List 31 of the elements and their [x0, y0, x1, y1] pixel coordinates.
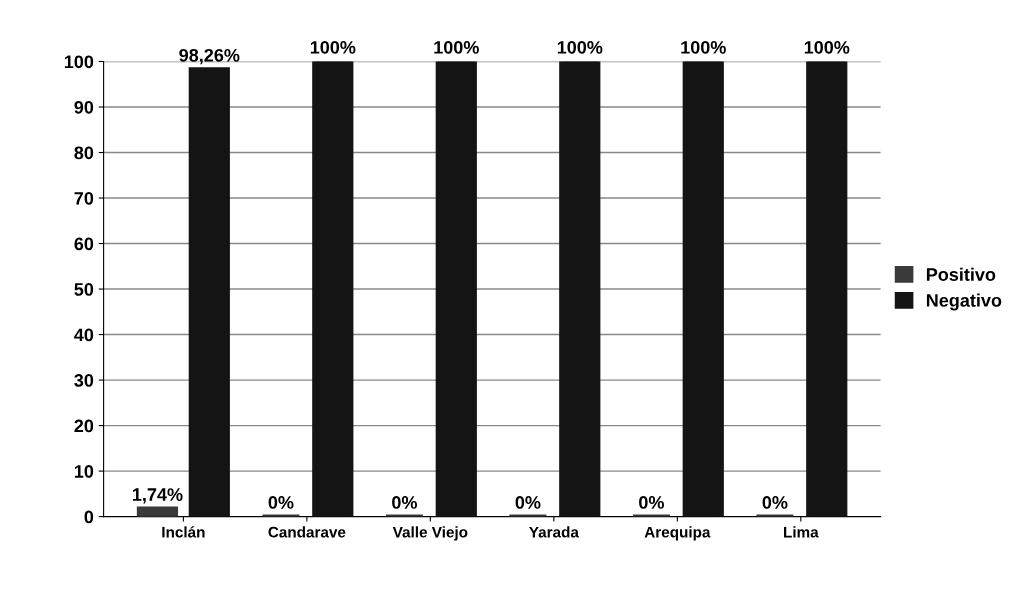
x-tick-label: Inclán: [162, 526, 205, 538]
x-tick-label: Arequipa: [644, 526, 711, 541]
x-tick-label: Yarada: [529, 526, 579, 538]
data-label: 100%: [557, 40, 603, 54]
data-label: 0%: [515, 496, 541, 509]
x-tick-label: Valle Viejo: [392, 526, 468, 541]
data-label: 100%: [804, 40, 850, 54]
x-tick-label: Candarave: [268, 526, 346, 538]
data-label: 98,26%: [179, 48, 240, 65]
y-tick-label: 10: [74, 465, 94, 478]
legend-label: Negativo: [926, 293, 1002, 311]
y-tick-label: 70: [74, 191, 94, 205]
data-label: 100%: [310, 40, 356, 54]
x-tick-label: Lima: [784, 526, 819, 538]
y-tick-label: 50: [74, 282, 94, 296]
y-tick-label: 90: [74, 100, 94, 114]
y-tick-label: 100: [64, 55, 94, 69]
data-label: 100%: [434, 40, 479, 54]
data-label: 0%: [268, 496, 294, 509]
y-tick-label: 40: [74, 328, 94, 342]
data-label: 100%: [681, 40, 726, 54]
data-label: 0%: [639, 496, 664, 509]
y-tick-label: 20: [74, 419, 94, 433]
data-label: 0%: [392, 496, 417, 509]
legend-label: Positivo: [926, 267, 996, 281]
data-label: 0%: [762, 496, 788, 509]
y-tick-label: 0: [84, 510, 94, 524]
y-tick-label: 30: [74, 374, 94, 387]
y-tick-label: 80: [74, 146, 94, 160]
data-label: 1,74%: [132, 488, 183, 504]
y-tick-label: 60: [74, 237, 94, 251]
